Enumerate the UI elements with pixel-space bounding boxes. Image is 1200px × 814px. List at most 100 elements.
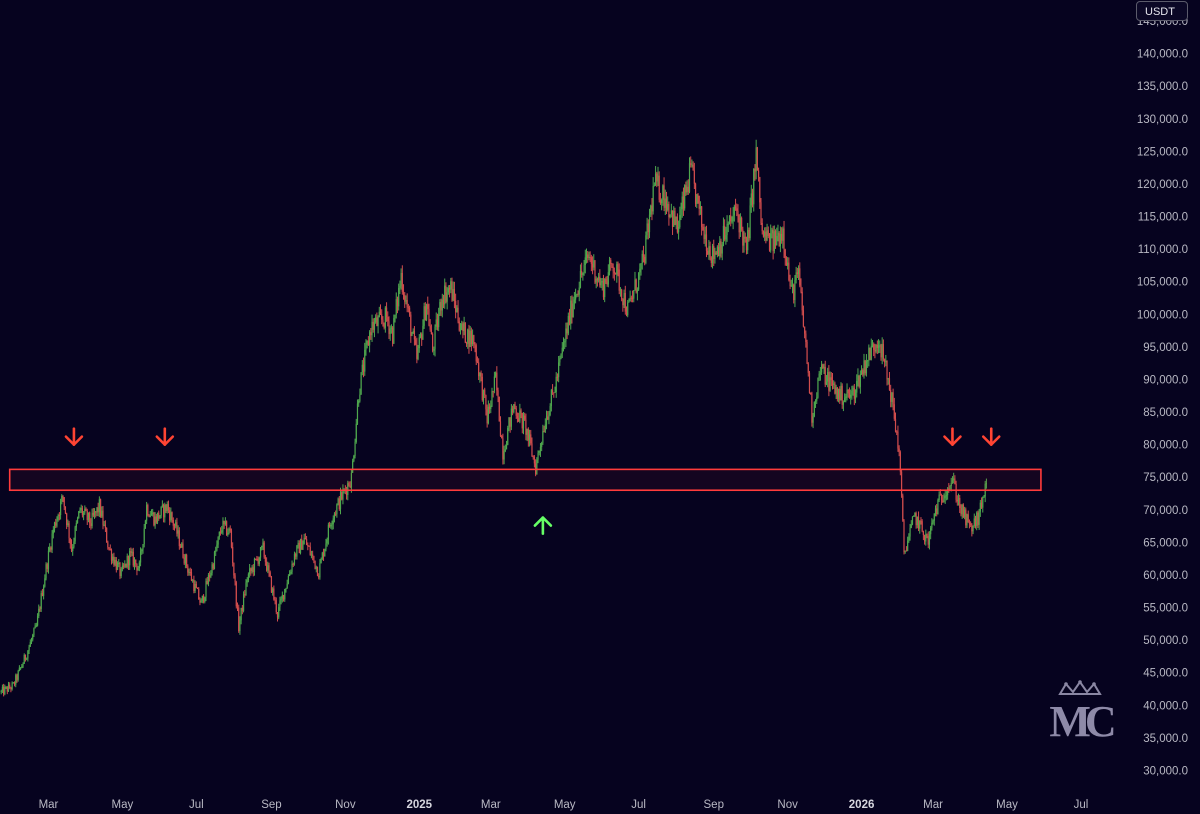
candle-body bbox=[476, 361, 479, 363]
candle-body bbox=[35, 625, 37, 627]
candle-body bbox=[595, 278, 597, 283]
candle-body bbox=[11, 682, 13, 690]
candle-body bbox=[940, 495, 943, 501]
candle-body bbox=[836, 387, 838, 399]
candle-body bbox=[869, 347, 871, 360]
candle-body bbox=[702, 227, 704, 230]
candle-body bbox=[607, 272, 609, 285]
y-tick-label: 35,000.0 bbox=[1143, 733, 1188, 745]
candle-body bbox=[295, 554, 297, 557]
candle-body bbox=[21, 666, 23, 668]
candle-body bbox=[737, 210, 739, 216]
candle-body bbox=[682, 196, 685, 209]
candle-body bbox=[297, 542, 299, 546]
candle-body bbox=[876, 344, 878, 348]
candle-body bbox=[307, 545, 309, 547]
candle-body bbox=[49, 547, 51, 551]
candle-body bbox=[894, 418, 897, 432]
candle-body bbox=[268, 565, 270, 573]
candle-body bbox=[361, 364, 363, 373]
candle-body bbox=[537, 452, 539, 460]
candle-body bbox=[165, 504, 167, 512]
candle-body bbox=[920, 520, 922, 522]
candle-body bbox=[155, 516, 157, 523]
candle-body bbox=[799, 268, 801, 286]
candle-body bbox=[371, 321, 373, 336]
candle-body bbox=[286, 583, 288, 589]
candle-body bbox=[787, 262, 789, 266]
candle-body bbox=[81, 508, 84, 516]
candle-body bbox=[146, 505, 148, 521]
candle-body bbox=[565, 328, 567, 342]
candle-body bbox=[715, 252, 717, 255]
candle-body bbox=[772, 229, 774, 251]
candle-body bbox=[973, 518, 975, 527]
x-tick-label: May bbox=[554, 799, 576, 811]
candle-body bbox=[398, 287, 400, 307]
candle-body bbox=[419, 334, 422, 338]
candle-body bbox=[627, 302, 629, 316]
candle-body bbox=[630, 297, 632, 299]
unit-badge[interactable]: USDT bbox=[1136, 1, 1188, 21]
candle-body bbox=[189, 572, 191, 574]
candle-body bbox=[276, 612, 279, 618]
candle-body bbox=[726, 223, 728, 236]
candle-body bbox=[900, 471, 903, 496]
candle-body bbox=[201, 595, 203, 601]
candle-body bbox=[611, 263, 613, 267]
candle-body bbox=[840, 385, 842, 401]
candle-body bbox=[358, 401, 360, 404]
candle-body bbox=[650, 205, 652, 215]
candle-body bbox=[396, 299, 399, 307]
candle-body bbox=[141, 549, 143, 552]
candle-body bbox=[530, 434, 532, 444]
candle-body bbox=[45, 564, 47, 579]
candle-body bbox=[720, 241, 722, 254]
candle-body bbox=[83, 512, 85, 516]
candle-body bbox=[950, 482, 952, 486]
candle-body bbox=[252, 567, 254, 573]
candle-body bbox=[274, 599, 276, 601]
candle-body bbox=[124, 563, 126, 567]
candle-body bbox=[810, 393, 812, 395]
candle-body bbox=[113, 556, 115, 565]
candle-body bbox=[7, 684, 10, 692]
candle-body bbox=[331, 524, 333, 526]
candle-body bbox=[733, 206, 735, 216]
candle-body bbox=[183, 557, 185, 564]
candle-body bbox=[436, 319, 439, 328]
candle-body bbox=[173, 525, 176, 527]
candle-body bbox=[18, 667, 20, 671]
candle-body bbox=[829, 377, 831, 391]
candle-body bbox=[387, 316, 389, 322]
candle-body bbox=[553, 392, 555, 394]
candle-body bbox=[447, 288, 449, 293]
candle-body bbox=[247, 574, 250, 581]
candle-body bbox=[648, 214, 651, 233]
candle-body bbox=[230, 530, 233, 547]
candle-body bbox=[390, 327, 393, 329]
candle-body bbox=[148, 515, 150, 517]
candle-body bbox=[871, 344, 874, 346]
candle-body bbox=[498, 396, 500, 422]
candle-body bbox=[788, 262, 790, 281]
candle-body bbox=[808, 372, 811, 394]
candle-body bbox=[974, 518, 977, 526]
candle-body bbox=[897, 431, 899, 449]
candle-body bbox=[613, 271, 615, 274]
candle-body bbox=[679, 215, 681, 228]
candle-body bbox=[879, 345, 881, 347]
x-tick-label: Mar bbox=[923, 799, 943, 811]
x-tick-label: 2025 bbox=[406, 799, 432, 811]
candle-body bbox=[711, 245, 714, 264]
candle-body bbox=[102, 510, 104, 526]
candle-body bbox=[66, 513, 68, 526]
candle-body bbox=[931, 522, 933, 528]
candle-body bbox=[461, 323, 463, 330]
x-tick-label: Jul bbox=[1074, 799, 1089, 811]
candle-body bbox=[760, 202, 762, 223]
candle-body bbox=[116, 563, 119, 570]
candle-body bbox=[887, 378, 889, 380]
candle-body bbox=[805, 333, 807, 342]
